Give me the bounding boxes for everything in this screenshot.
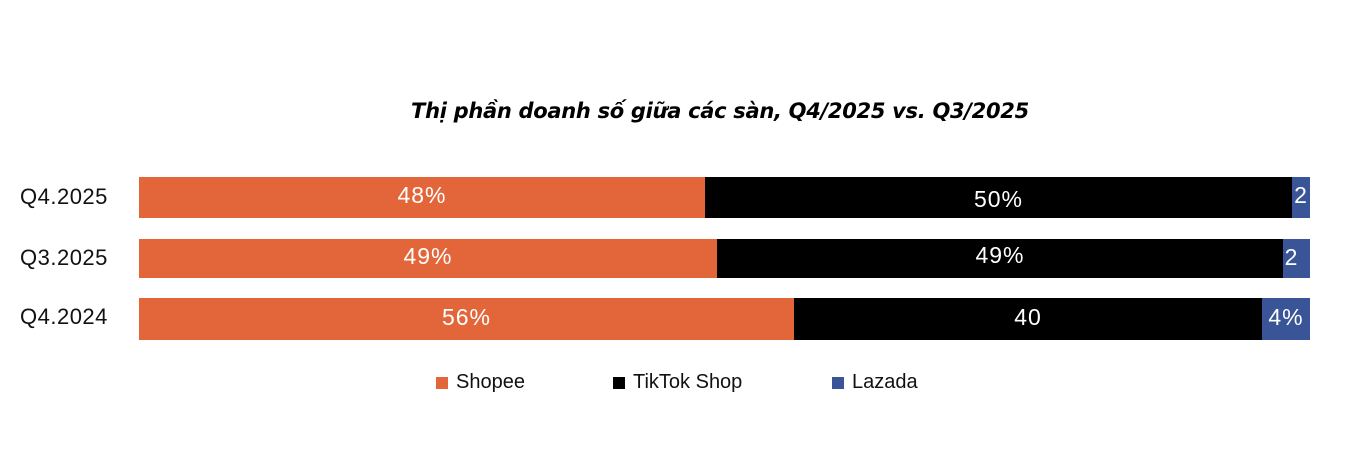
swatch-shopee-icon	[436, 376, 448, 389]
bar-row-q3-2025: Q3.2025 49% 49% 2	[0, 239, 1352, 278]
segment-lazada: 2	[1292, 177, 1310, 218]
legend-label: Shopee	[456, 371, 525, 393]
value-label: 2	[1294, 182, 1308, 208]
bar-row-q4-2024: Q4.2024 56% 40 4%	[0, 298, 1352, 340]
swatch-lazada-icon	[832, 376, 844, 389]
segment-lazada: 2	[1283, 239, 1310, 278]
segment-tiktok-shop: 50%	[705, 177, 1292, 218]
segment-shopee: 48%	[139, 177, 705, 218]
value-label: 4%	[1268, 304, 1304, 330]
segment-shopee: 56%	[139, 298, 794, 340]
category-label: Q4.2024	[20, 304, 108, 329]
bar-row-q4-2025: Q4.2025 48% 50% 2	[0, 177, 1352, 218]
legend-item-lazada: Lazada	[832, 371, 918, 394]
value-label: 48%	[397, 182, 447, 208]
segment-tiktok-shop: 49%	[717, 239, 1283, 278]
swatch-tiktok-shop-icon	[613, 376, 625, 389]
value-label: 49%	[403, 243, 453, 269]
stacked-bar: 48% 50% 2	[139, 177, 1310, 218]
value-label: 40	[1014, 304, 1042, 330]
segment-lazada: 4%	[1262, 298, 1310, 340]
value-label: 56%	[441, 304, 492, 330]
category-label: Q4.2025	[20, 184, 108, 209]
segment-shopee: 49%	[139, 239, 717, 278]
legend-item-shopee: Shopee	[436, 371, 525, 394]
value-label: 2	[1284, 244, 1299, 270]
chart-title: Thị phần doanh số giữa các sàn, Q4/2025 …	[411, 99, 1029, 123]
stacked-bar: 49% 49% 2	[139, 239, 1310, 278]
segment-tiktok-shop: 40	[794, 298, 1262, 340]
legend-label: Lazada	[852, 371, 918, 393]
category-label: Q3.2025	[20, 245, 108, 270]
legend-item-tiktok-shop: TikTok Shop	[613, 371, 742, 394]
value-label: 49%	[975, 242, 1025, 268]
value-label: 50%	[973, 186, 1024, 212]
legend-label: TikTok Shop	[633, 371, 743, 393]
stacked-bar: 56% 40 4%	[139, 298, 1310, 340]
